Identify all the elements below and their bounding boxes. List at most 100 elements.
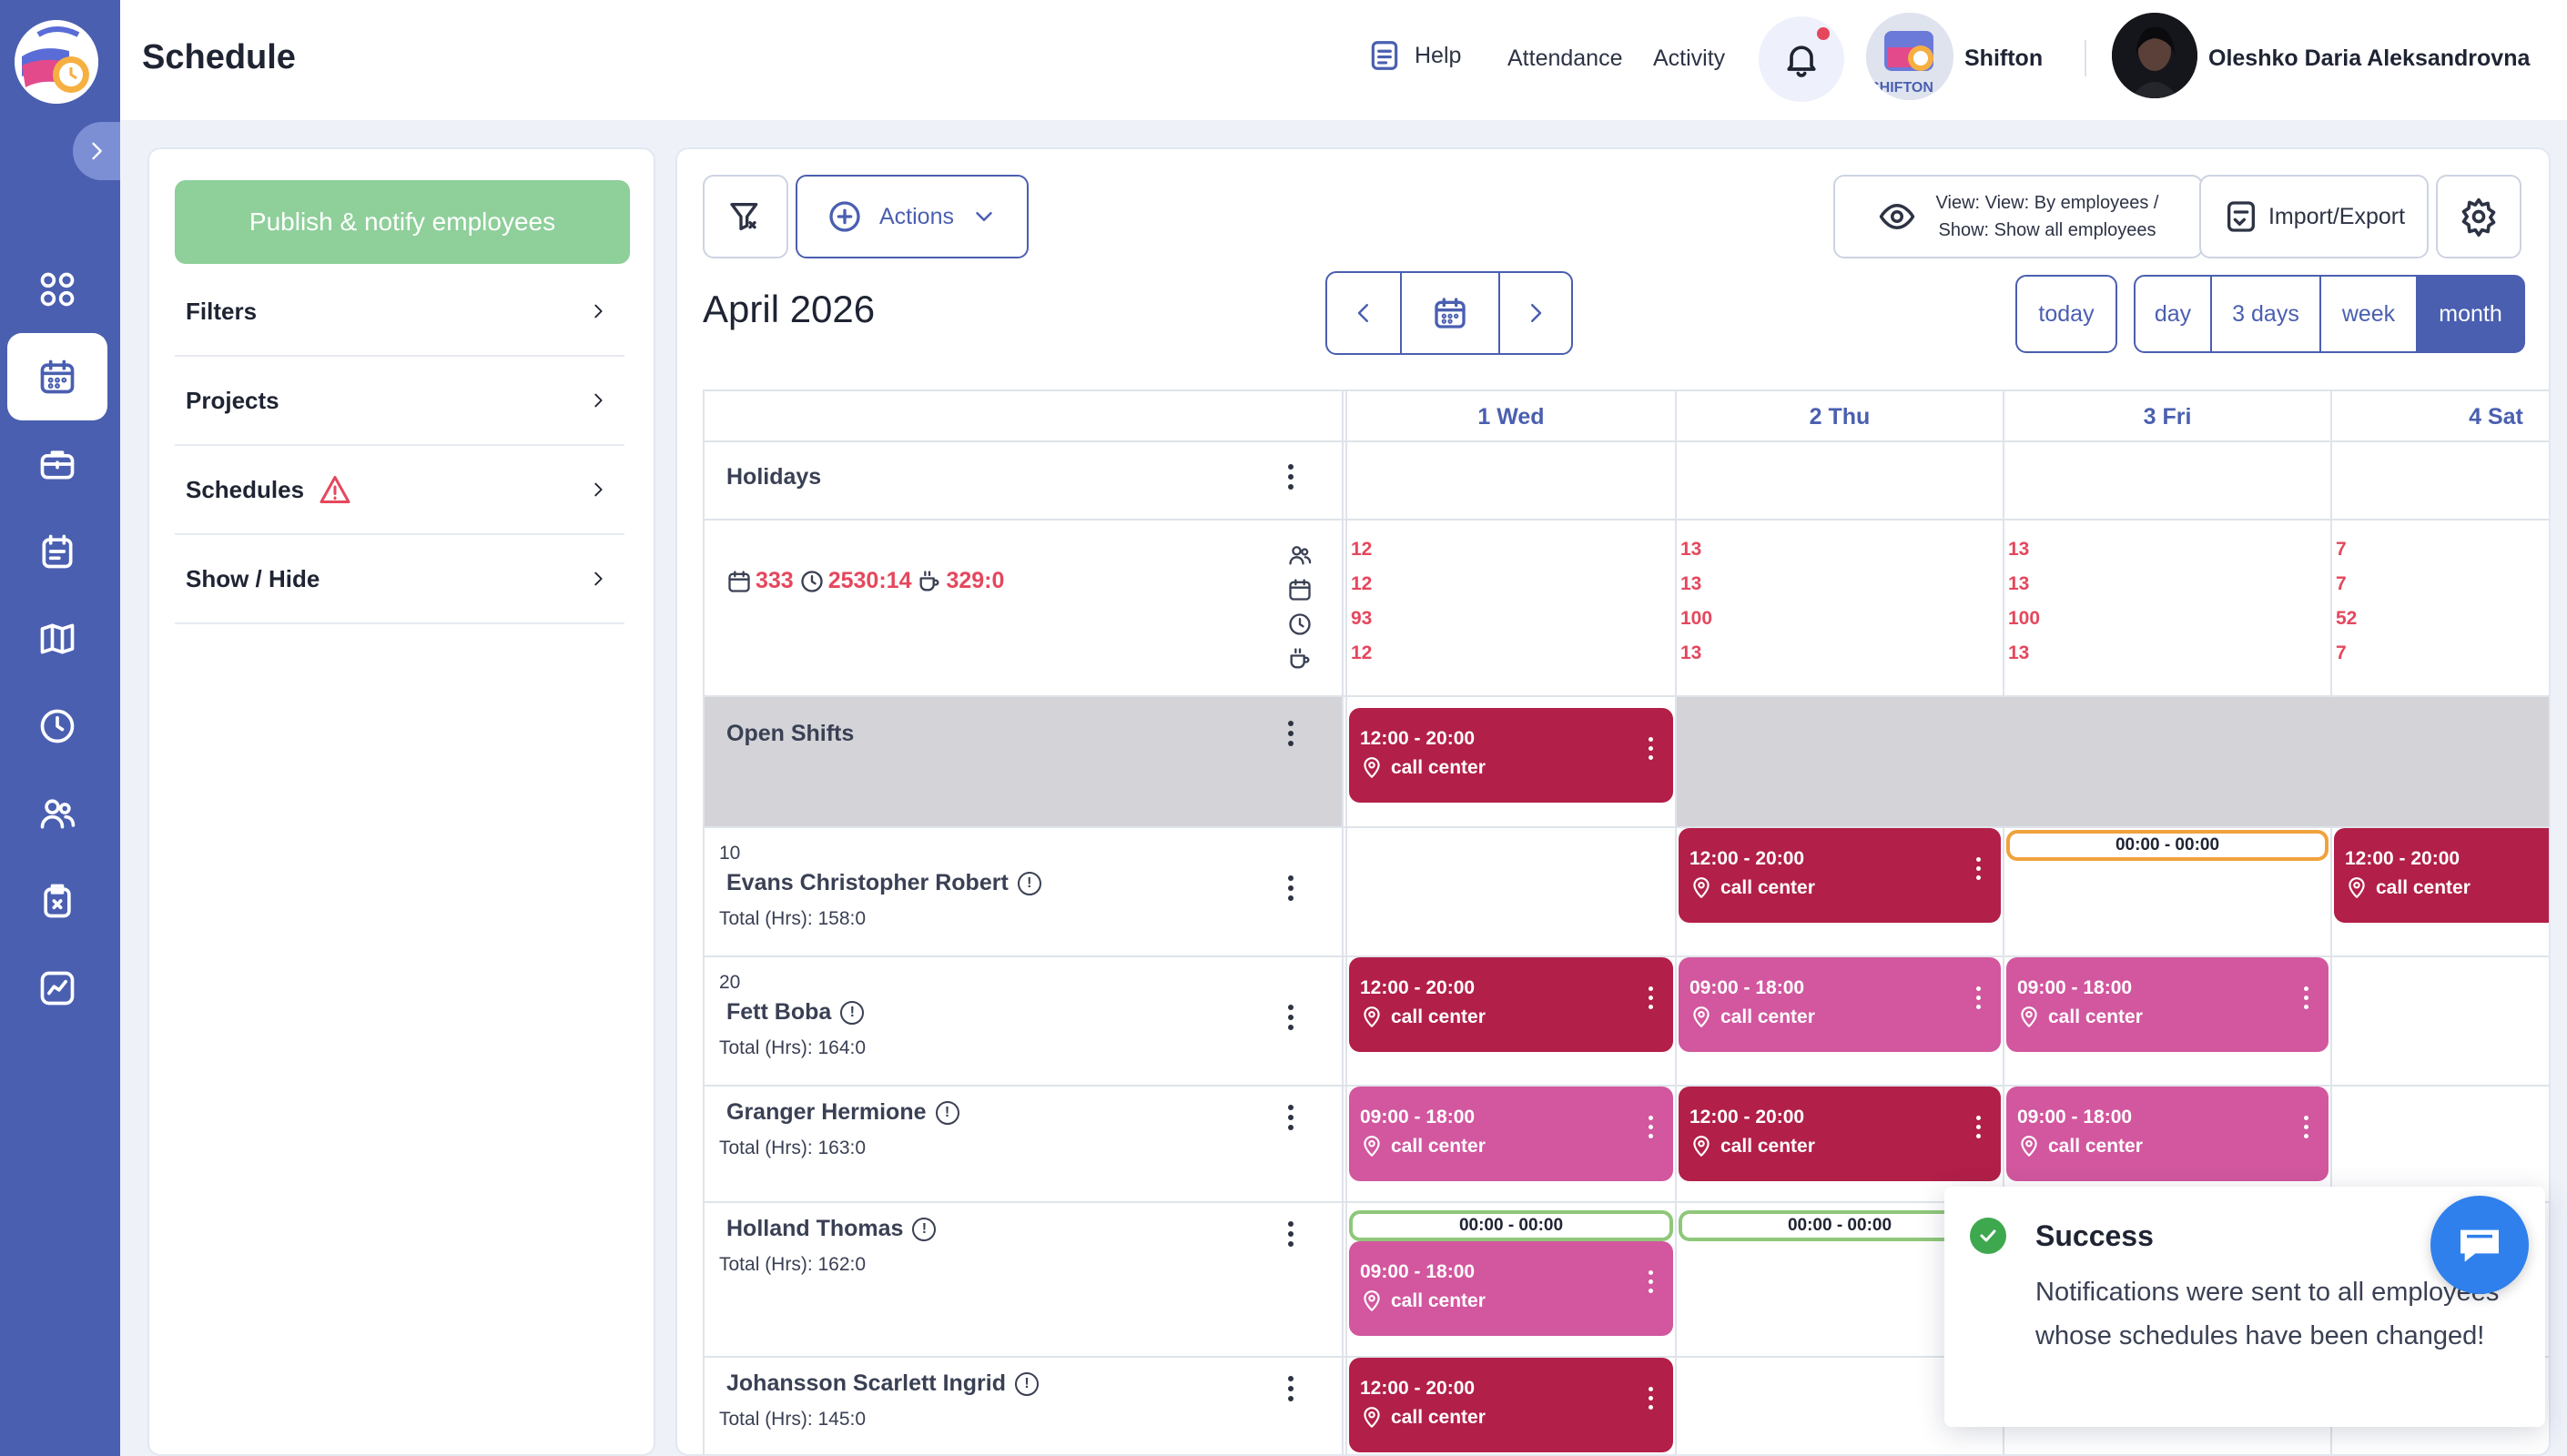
shift-menu-button[interactable] <box>1649 1270 1653 1298</box>
shift-time: 12:00 - 20:00 <box>1689 848 1805 869</box>
map-icon <box>40 623 75 654</box>
shift-card[interactable]: 09:00 - 18:00 call center <box>1349 1087 1673 1181</box>
grid-divider <box>1342 391 1344 1454</box>
day-header[interactable]: 3 Fri <box>2143 403 2192 430</box>
day-header[interactable]: 2 Thu <box>1809 403 1871 430</box>
date-picker-button[interactable] <box>1400 271 1500 355</box>
employee-menu-button[interactable] <box>1285 1221 1296 1254</box>
zero-shift-marker[interactable]: 00:00 - 00:00 <box>2006 830 2329 861</box>
notifications-button[interactable] <box>1759 16 1844 102</box>
rail-time[interactable] <box>7 682 107 770</box>
open-shifts-menu-button[interactable] <box>1285 721 1296 753</box>
view-day[interactable]: day <box>2134 275 2212 353</box>
grid-divider <box>705 1085 2549 1087</box>
menu-show-hide[interactable]: Show / Hide <box>175 535 624 624</box>
company-logo-text: SHIFTON <box>1870 80 1933 96</box>
coffee-icon <box>1290 648 1310 669</box>
today-button[interactable]: today <box>2015 275 2117 353</box>
shift-card[interactable]: 12:00 - 20:00 call center <box>1349 1358 1673 1452</box>
rail-employees[interactable] <box>7 770 107 857</box>
shift-card[interactable]: 12:00 - 20:00 call center <box>2334 828 2549 923</box>
actions-dropdown[interactable]: Actions <box>796 175 1029 258</box>
employee-total: Total (Hrs): 145:0 <box>719 1409 867 1430</box>
user-avatar[interactable] <box>2112 13 2197 98</box>
view-week[interactable]: week <box>2319 275 2418 353</box>
shift-card[interactable]: 09:00 - 18:00 call center <box>2006 1087 2329 1181</box>
employee-name[interactable]: Holland Thomas! <box>726 1216 937 1242</box>
shift-menu-button[interactable] <box>1649 1387 1653 1414</box>
menu-filters[interactable]: Filters <box>175 268 624 357</box>
prev-period-button[interactable] <box>1325 271 1402 355</box>
shift-menu-button[interactable] <box>2304 986 2308 1014</box>
shift-menu-button[interactable] <box>1976 986 1981 1014</box>
rail-absences[interactable] <box>7 857 107 945</box>
view-options-button[interactable]: View: View: By employees / Show: Show al… <box>1833 175 2203 258</box>
shift-menu-button[interactable] <box>1649 737 1653 764</box>
employee-menu-button[interactable] <box>1285 1105 1296 1138</box>
rail-projects[interactable] <box>7 420 107 508</box>
help-link[interactable]: Help <box>1367 38 1461 73</box>
shift-card[interactable]: 12:00 - 20:00 call center <box>1349 708 1673 803</box>
shift-card[interactable]: 09:00 - 18:00 call center <box>1679 957 2001 1052</box>
show-mode-text: Show: Show all employees <box>1938 220 2156 240</box>
plus-circle-icon <box>829 201 860 232</box>
employee-name[interactable]: Granger Hermione! <box>726 1099 959 1126</box>
shift-card[interactable]: 12:00 - 20:00 call center <box>1679 1087 2001 1181</box>
employee-name[interactable]: Fett Boba! <box>726 999 865 1026</box>
user-name[interactable]: Oleshko Daria Aleksandrovna <box>2208 46 2531 71</box>
day-header[interactable]: 1 Wed <box>1477 403 1545 430</box>
shift-card[interactable]: 12:00 - 20:00 call center <box>1349 957 1673 1052</box>
info-icon[interactable]: ! <box>840 1001 865 1025</box>
filter-button[interactable] <box>703 175 788 258</box>
day-header[interactable]: 4 Sat <box>2469 403 2523 430</box>
chevron-right-icon <box>594 304 603 318</box>
zero-shift-marker[interactable]: 00:00 - 00:00 <box>1679 1210 2001 1241</box>
employee-name[interactable]: Johansson Scarlett Ingrid! <box>726 1370 1040 1397</box>
view-month[interactable]: month <box>2416 275 2525 353</box>
next-period-button[interactable] <box>1498 271 1573 355</box>
menu-filters-label: Filters <box>186 297 258 325</box>
zero-shift-marker[interactable]: 00:00 - 00:00 <box>1349 1210 1673 1241</box>
shift-menu-button[interactable] <box>1649 986 1653 1014</box>
shift-menu-button[interactable] <box>1976 857 1981 885</box>
view-3-days[interactable]: 3 days <box>2210 275 2321 353</box>
rail-map[interactable] <box>7 595 107 682</box>
chat-support-button[interactable] <box>2430 1196 2529 1294</box>
publish-notify-button[interactable]: Publish & notify employees <box>175 180 630 264</box>
employee-name[interactable]: Evans Christopher Robert! <box>726 870 1041 896</box>
import-export-button[interactable]: Import/Export <box>2199 175 2429 258</box>
menu-schedules[interactable]: Schedules <box>175 446 624 535</box>
activity-link[interactable]: Activity <box>1653 46 1726 71</box>
shift-location: call center <box>1720 1006 1815 1027</box>
shift-location: call center <box>1391 1290 1486 1311</box>
info-icon[interactable]: ! <box>912 1218 937 1241</box>
shift-menu-button[interactable] <box>1976 1116 1981 1143</box>
shift-menu-button[interactable] <box>2304 1116 2308 1143</box>
info-icon[interactable]: ! <box>1017 872 1041 895</box>
shifton-logo[interactable] <box>15 20 98 104</box>
bell-icon <box>1787 46 1816 77</box>
shift-card[interactable]: 09:00 - 18:00 call center <box>2006 957 2329 1052</box>
shift-menu-button[interactable] <box>1649 1116 1653 1143</box>
location-pin-icon <box>2021 1136 2037 1157</box>
shift-card[interactable]: 12:00 - 20:00 call center <box>1679 828 2001 923</box>
info-icon[interactable]: ! <box>935 1101 959 1125</box>
grid-divider <box>2330 391 2332 1454</box>
settings-button[interactable] <box>2436 175 2521 258</box>
rail-reports[interactable] <box>7 945 107 1032</box>
company-name[interactable]: Shifton <box>1964 46 2044 71</box>
rail-schedule[interactable] <box>7 333 107 420</box>
company-avatar[interactable]: SHIFTON <box>1866 13 1953 100</box>
grid-divider <box>2003 391 2004 1454</box>
holidays-menu-button[interactable] <box>1285 464 1296 497</box>
expand-sidebar-button[interactable] <box>73 122 120 180</box>
rail-dashboard[interactable] <box>7 246 107 333</box>
employee-menu-button[interactable] <box>1285 875 1296 908</box>
employee-menu-button[interactable] <box>1285 1005 1296 1037</box>
shift-card[interactable]: 09:00 - 18:00 call center <box>1349 1241 1673 1336</box>
rail-tasks[interactable] <box>7 508 107 595</box>
menu-projects[interactable]: Projects <box>175 357 624 446</box>
attendance-link[interactable]: Attendance <box>1507 46 1623 71</box>
info-icon[interactable]: ! <box>1015 1372 1040 1396</box>
employee-menu-button[interactable] <box>1285 1376 1296 1409</box>
